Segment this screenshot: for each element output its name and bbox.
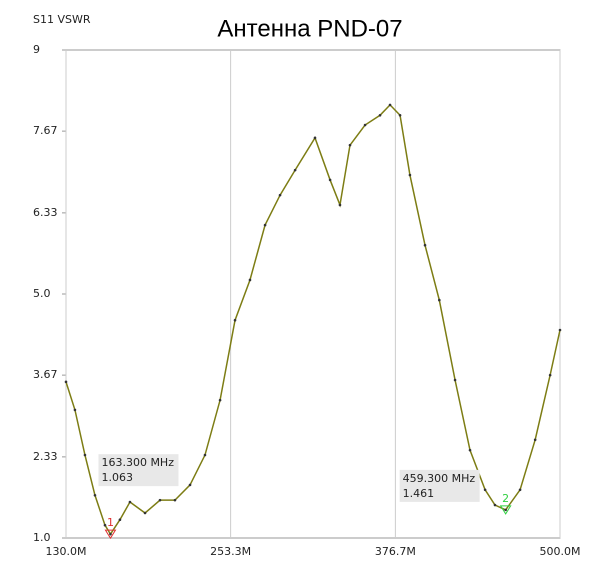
- data-point: [263, 223, 267, 227]
- data-point: [378, 113, 382, 117]
- data-point: [438, 298, 441, 302]
- data-point: [518, 488, 522, 492]
- y-tick-label: 2.33: [33, 450, 58, 463]
- data-point: [313, 136, 317, 140]
- data-point: [504, 508, 507, 512]
- data-point: [93, 494, 97, 497]
- data-point: [293, 168, 297, 172]
- marker-triangle: [104, 529, 117, 540]
- data-point: [248, 278, 252, 282]
- x-tick-label: 500.0M: [540, 545, 581, 558]
- data-point: [118, 518, 122, 521]
- x-tick-label: 376.7M: [375, 545, 416, 558]
- marker-number: 2: [502, 492, 509, 505]
- data-point: [83, 453, 87, 457]
- data-point: [363, 123, 367, 127]
- marker-vswr: 1.063: [101, 471, 132, 484]
- x-tick-label: 130.0M: [46, 545, 87, 558]
- data-point: [109, 532, 112, 536]
- data-point: [278, 193, 282, 197]
- marker-frequency: 163.300 MHz: [101, 456, 174, 469]
- y-axis-label: S11 VSWR: [33, 13, 91, 26]
- data-point: [338, 203, 342, 207]
- data-point: [218, 398, 222, 402]
- data-point: [328, 178, 332, 182]
- chart-title: Антенна PND-07: [217, 15, 402, 42]
- marker-frequency: 459.300 MHz: [403, 472, 476, 485]
- data-point: [73, 408, 77, 412]
- data-point: [158, 498, 162, 502]
- data-point: [128, 500, 132, 504]
- y-tick-label: 6.33: [33, 206, 58, 219]
- data-point: [408, 173, 412, 177]
- data-point: [173, 498, 177, 502]
- marker-vswr: 1.461: [403, 487, 435, 500]
- data-point: [423, 243, 427, 247]
- data-point: [233, 318, 237, 322]
- data-point: [483, 488, 487, 492]
- y-tick-label: 9: [33, 43, 40, 56]
- y-tick-label: 7.67: [33, 124, 58, 137]
- y-tick-label: 1.0: [33, 531, 51, 544]
- data-point: [493, 503, 497, 507]
- data-point: [558, 328, 562, 332]
- y-tick-label: 3.67: [33, 368, 58, 381]
- data-point: [548, 373, 552, 377]
- data-point: [398, 113, 402, 117]
- marker-readout-box: [399, 469, 480, 502]
- data-point: [103, 523, 107, 527]
- x-tick-label: 253.3M: [210, 545, 251, 558]
- data-point: [388, 103, 392, 107]
- marker-readout-box: [98, 454, 179, 487]
- data-point: [203, 453, 207, 457]
- data-point: [143, 511, 147, 515]
- data-point: [533, 438, 537, 442]
- marker-number: 1: [107, 516, 114, 529]
- data-point: [453, 378, 457, 382]
- data-point: [468, 448, 472, 452]
- data-point: [188, 483, 192, 487]
- data-point: [348, 143, 352, 147]
- marker-triangle: [499, 505, 512, 515]
- data-point: [64, 380, 68, 384]
- y-tick-label: 5.0: [33, 287, 51, 300]
